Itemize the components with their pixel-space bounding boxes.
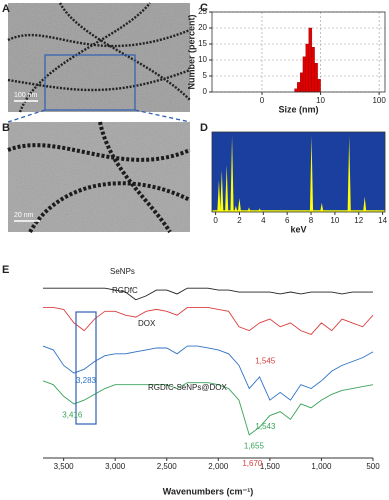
x-tick-label: 1,000 [311,462,332,471]
panel-a-image [7,2,191,113]
panel-label: B [2,122,10,134]
scale-bar-label: 100 nm [14,92,38,99]
peak [237,198,242,212]
x-axis-label: keV [290,224,306,234]
x-tick-label: 0 [260,96,265,105]
bar [300,72,304,93]
x-tick-label: 0 [213,216,218,225]
annotation: 1,670 [242,459,263,468]
y-tick-label: 10 [198,55,207,64]
plot-frame [211,11,386,93]
spectrum-line [43,307,374,336]
x-tick-label: 3,000 [105,462,126,471]
annotation: 1,543 [255,422,276,431]
peak [225,164,229,212]
plot-frame [211,131,386,213]
peak [258,208,262,212]
bar [314,63,318,93]
panel-label: A [2,3,10,15]
bar [311,47,315,93]
x-tick-label: 4 [261,216,266,225]
x-axis-label: Size (nm) [278,104,318,114]
series-label: SeNPs [110,267,135,276]
spectrum-line [43,287,373,301]
spectrum-line [42,345,374,401]
series-label: RGDfC [112,286,138,295]
x-tick-label: 14 [378,216,387,225]
highlight-box [75,311,97,425]
annotation: 3,416 [62,411,83,420]
peak [363,196,367,212]
panel-b-image [7,121,191,234]
x-tick-label: 500 [366,462,380,471]
panel-label: E [2,264,9,276]
x-tick-label: 3,500 [54,462,75,471]
x-tick-label: 100 [372,96,386,105]
panel-label: C [200,2,208,14]
bar [305,43,310,93]
x-tick-label: 10 [316,96,325,105]
series-label: RGDfC-SeNPs@DOX [148,383,227,392]
peak [217,180,221,212]
annotation: 1,655 [244,442,265,451]
bar [308,27,313,93]
peak [230,135,234,212]
bar [302,56,307,93]
peak [247,207,251,212]
y-axis-label: Number (percent) [186,14,196,89]
peak [220,170,224,212]
x-tick-label: 2,500 [157,462,178,471]
panel-label: D [200,122,208,134]
x-tick-label: 8 [309,216,314,225]
x-tick-label: 2,000 [208,462,229,471]
annotation: 1,545 [255,357,276,366]
scale-bar-label: 20 nm [14,212,34,219]
peak [347,135,351,212]
x-tick-label: 12 [354,216,363,225]
peak [320,202,324,212]
y-tick-label: 5 [203,71,208,80]
y-tick-label: 0 [203,87,208,96]
bar [317,78,321,93]
series-label: DOX [138,319,156,328]
plot-background [212,132,385,212]
peak [309,135,314,212]
spectrum-line [42,380,374,436]
x-tick-label: 6 [285,216,290,225]
y-tick-label: 25 [198,7,207,16]
bar [294,88,298,93]
x-tick-label: 10 [330,216,339,225]
y-tick-label: 20 [198,23,207,32]
peak [234,205,238,212]
x-tick-label: 2 [237,216,242,225]
annotation: 3,283 [76,376,97,385]
bar [297,82,301,93]
x-tick-label: 1,500 [260,462,281,471]
x-axis-label: Wavenumbers (cm⁻¹) [163,486,253,496]
y-tick-label: 15 [198,39,207,48]
zoom-lines [7,109,191,123]
